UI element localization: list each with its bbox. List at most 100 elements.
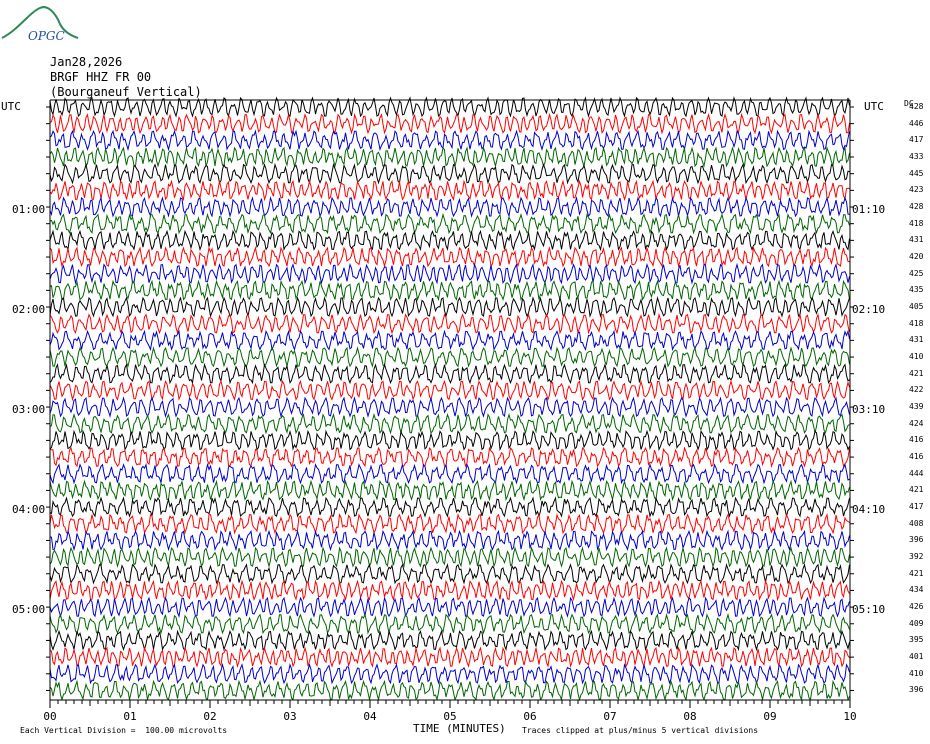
seismic-trace-33 (49, 629, 850, 652)
dc-offset-value: 421 (909, 485, 924, 495)
seismic-trace-26 (49, 512, 850, 535)
dc-title: DC (904, 99, 914, 108)
x-tick-label: 09 (763, 710, 777, 723)
dc-offset-value: 396 (909, 535, 924, 545)
dc-offset-value: 431 (909, 235, 924, 245)
left-hour-label: 03:00 (12, 403, 46, 416)
dc-offset-value: 431 (909, 335, 924, 345)
seismic-trace-4 (49, 146, 850, 168)
dc-offset-value: 426 (909, 602, 924, 612)
seismic-trace-23 (49, 462, 850, 485)
logo-text: OPGC (28, 29, 65, 43)
x-tick-label: 02 (203, 710, 217, 723)
station-code: BRGF HHZ FR 00 (50, 70, 152, 84)
x-tick-label: 06 (523, 710, 537, 723)
dc-offset-value: 422 (909, 385, 924, 395)
right-hour-label: 05:10 (852, 603, 886, 616)
seismic-trace-3 (49, 129, 850, 152)
seismic-trace-5 (49, 162, 850, 185)
seismic-trace-25 (49, 496, 850, 518)
left-utc-title: UTC (1, 100, 21, 113)
dc-offset-value: 418 (909, 318, 924, 328)
dc-offset-value: 425 (909, 268, 924, 278)
seismic-trace-10 (49, 246, 850, 268)
seismic-trace-32 (49, 612, 850, 635)
dc-offset-value: 392 (909, 552, 924, 562)
dc-offset-value: 444 (909, 468, 924, 478)
dc-offset-value: 416 (909, 452, 924, 462)
dc-offset-value: 435 (909, 285, 924, 295)
opgc-logo: OPGC (0, 0, 80, 46)
seismic-trace-1 (49, 96, 850, 118)
left-hour-label: 05:00 (12, 603, 46, 616)
seismic-trace-18 (49, 379, 850, 402)
x-axis-label: TIME (MINUTES) (413, 722, 506, 735)
logo-mountain-icon (1, 6, 79, 39)
seismic-trace-21 (49, 429, 850, 452)
right-hour-label: 02:10 (852, 303, 886, 316)
left-hour-label: 04:00 (12, 503, 46, 516)
x-tick-label: 03 (283, 710, 297, 723)
dc-offset-value: 405 (909, 302, 924, 312)
seismic-trace-15 (49, 329, 850, 352)
x-tick-label: 00 (43, 710, 57, 723)
station-location: (Bourganeuf Vertical) (50, 85, 202, 99)
plot-date: Jan28,2026 (50, 55, 123, 69)
x-tick-label: 01 (123, 710, 137, 723)
dc-offset-value: 409 (909, 618, 924, 628)
dc-offset-value: 446 (909, 118, 924, 128)
x-tick-label: 04 (363, 710, 377, 723)
seismic-trace-19 (49, 396, 850, 419)
seismic-trace-24 (49, 479, 850, 502)
seismic-trace-11 (49, 262, 850, 285)
dc-offset-value: 401 (909, 652, 924, 662)
right-hour-label: 03:10 (852, 403, 886, 416)
seismic-trace-29 (49, 562, 850, 585)
dc-offset-value: 424 (909, 418, 924, 428)
dc-offset-value: 418 (909, 218, 924, 228)
seismic-trace-14 (49, 312, 850, 335)
right-hour-label: 04:10 (852, 503, 886, 516)
clip-note: Traces clipped at plus/minus 5 vertical … (522, 726, 759, 735)
dc-offset-value: 420 (909, 252, 924, 262)
seismic-trace-20 (49, 412, 850, 435)
dc-offset-value: 408 (909, 518, 924, 528)
x-tick-label: 05 (443, 710, 457, 723)
x-tick-label: 08 (683, 710, 697, 723)
dc-offset-value: 416 (909, 435, 924, 445)
dc-offset-value: 396 (909, 685, 924, 695)
seismic-trace-28 (49, 546, 850, 569)
seismic-trace-13 (49, 296, 850, 318)
dc-offset-value: 421 (909, 568, 924, 578)
seismic-trace-22 (49, 446, 850, 468)
dc-offset-value: 417 (909, 135, 924, 145)
dc-offset-value: 434 (909, 585, 924, 595)
x-tick-label: 10 (843, 710, 857, 723)
dc-offset-value: 423 (909, 185, 924, 195)
seismic-trace-30 (49, 579, 850, 602)
seismic-trace-7 (49, 196, 850, 218)
seismic-trace-27 (49, 529, 850, 552)
dc-offset-value: 433 (909, 152, 924, 161)
seismic-trace-16 (49, 346, 850, 368)
seismic-trace-12 (49, 279, 850, 302)
x-tick-label: 07 (603, 710, 617, 723)
dc-offset-value: 395 (909, 635, 924, 645)
dc-offset-value: 417 (909, 502, 924, 512)
seismic-trace-17 (49, 362, 850, 385)
seismic-trace-8 (49, 212, 850, 235)
dc-offset-value: 410 (909, 668, 924, 678)
dc-offset-value: 421 (909, 368, 924, 378)
left-hour-label: 02:00 (12, 303, 46, 316)
dc-offset-value: 428 (909, 102, 924, 111)
dc-offset-value: 428 (909, 202, 924, 212)
seismic-trace-2 (49, 112, 850, 135)
seismic-trace-35 (49, 662, 850, 685)
right-utc-title: UTC (864, 100, 884, 113)
scale-note: Each Vertical Division = 100.00 microvol… (20, 726, 228, 735)
dc-offset-value: 445 (909, 168, 924, 178)
seismic-trace-6 (49, 179, 850, 202)
left-hour-label: 01:00 (12, 203, 46, 216)
dc-offset-value: 410 (909, 352, 924, 362)
